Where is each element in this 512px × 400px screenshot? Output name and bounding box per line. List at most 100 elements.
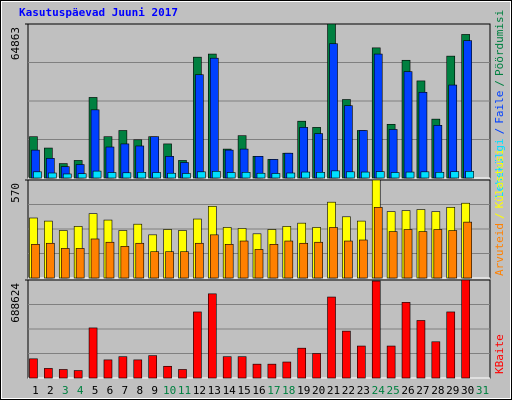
bar bbox=[316, 172, 325, 179]
bar bbox=[327, 296, 336, 379]
bar bbox=[197, 171, 206, 179]
bar bbox=[209, 234, 219, 279]
bar bbox=[62, 173, 72, 179]
x-tick-label: 17 bbox=[267, 384, 280, 397]
bar bbox=[342, 330, 351, 379]
legend-separator: / bbox=[493, 212, 506, 219]
bar bbox=[180, 251, 189, 279]
bar bbox=[88, 327, 98, 379]
legend-label: Arvuteid bbox=[493, 223, 506, 276]
bar bbox=[207, 293, 217, 379]
x-tick-label: 9 bbox=[151, 384, 158, 397]
bar bbox=[107, 172, 117, 179]
bar bbox=[211, 171, 221, 179]
y-tick-label: 64863 bbox=[9, 27, 22, 60]
bar bbox=[446, 311, 456, 379]
x-tick-label: 31 bbox=[476, 384, 489, 397]
x-tick-label: 23 bbox=[357, 384, 370, 397]
bar bbox=[403, 229, 413, 279]
bar bbox=[77, 173, 87, 179]
x-tick-label: 2 bbox=[47, 384, 54, 397]
x-tick-label: 1 bbox=[32, 384, 39, 397]
x-tick-label: 11 bbox=[178, 384, 191, 397]
bar bbox=[133, 359, 143, 379]
bar bbox=[33, 171, 42, 179]
legend-label: Lehekülgi bbox=[493, 138, 506, 198]
bar bbox=[58, 369, 68, 379]
bar bbox=[405, 171, 415, 179]
bar bbox=[150, 136, 159, 179]
legend-separator: / bbox=[493, 128, 506, 135]
bar bbox=[463, 40, 472, 179]
bar bbox=[329, 227, 338, 279]
bar bbox=[359, 239, 368, 279]
bar bbox=[252, 363, 262, 379]
bar bbox=[386, 345, 396, 379]
bar bbox=[375, 171, 385, 179]
bar bbox=[344, 105, 353, 179]
bar bbox=[103, 359, 113, 379]
chart-title: Kasutuspäevad Juuni 2017 bbox=[19, 6, 178, 19]
bar bbox=[284, 240, 294, 279]
bar bbox=[90, 109, 100, 179]
bar bbox=[163, 365, 172, 379]
bar bbox=[401, 302, 411, 379]
x-tick-label: 8 bbox=[136, 384, 143, 397]
x-tick-label: 18 bbox=[282, 384, 295, 397]
bar bbox=[450, 171, 460, 179]
legend-label: KBaite bbox=[493, 334, 506, 374]
x-tick-label: 6 bbox=[107, 384, 114, 397]
bar bbox=[90, 238, 100, 279]
bar bbox=[463, 221, 472, 279]
x-tick-label: 22 bbox=[342, 384, 355, 397]
y-tick-label: 688624 bbox=[9, 283, 22, 323]
bar bbox=[346, 171, 355, 179]
bar bbox=[388, 129, 398, 179]
x-tick-label: 4 bbox=[77, 384, 84, 397]
x-tick-label: 5 bbox=[92, 384, 99, 397]
bar bbox=[195, 242, 204, 279]
x-tick-label: 13 bbox=[208, 384, 221, 397]
bar bbox=[344, 240, 353, 279]
bar bbox=[224, 244, 234, 279]
bar bbox=[195, 74, 204, 179]
bar bbox=[209, 57, 219, 179]
bar bbox=[388, 231, 398, 279]
bar bbox=[193, 311, 202, 379]
bar bbox=[29, 358, 38, 379]
bar bbox=[331, 170, 340, 179]
bar bbox=[73, 370, 83, 379]
bar bbox=[420, 171, 430, 179]
x-tick-label: 30 bbox=[461, 384, 474, 397]
bar bbox=[92, 170, 102, 179]
bar bbox=[371, 280, 381, 379]
bar bbox=[60, 248, 70, 279]
bar bbox=[433, 229, 443, 279]
bar bbox=[135, 242, 145, 279]
bar bbox=[435, 172, 445, 179]
bar bbox=[254, 249, 264, 279]
bar bbox=[286, 172, 296, 179]
bar bbox=[359, 130, 368, 179]
bar bbox=[148, 355, 157, 379]
bar bbox=[314, 133, 323, 179]
legend-separator: / bbox=[493, 80, 506, 87]
x-tick-label: 14 bbox=[223, 384, 237, 397]
bar bbox=[150, 251, 159, 279]
x-tick-label: 21 bbox=[327, 384, 340, 397]
bar bbox=[120, 246, 130, 279]
x-tick-label: 25 bbox=[387, 384, 400, 397]
x-tick-label: 16 bbox=[252, 384, 265, 397]
bar bbox=[431, 341, 441, 379]
x-tick-label: 10 bbox=[163, 384, 176, 397]
bar bbox=[222, 356, 232, 379]
bar bbox=[448, 84, 458, 179]
x-tick-label: 24 bbox=[372, 384, 386, 397]
x-tick-label: 28 bbox=[431, 384, 444, 397]
bar bbox=[403, 71, 413, 179]
bar bbox=[390, 172, 400, 179]
x-tick-label: 12 bbox=[193, 384, 206, 397]
bar bbox=[226, 172, 236, 179]
